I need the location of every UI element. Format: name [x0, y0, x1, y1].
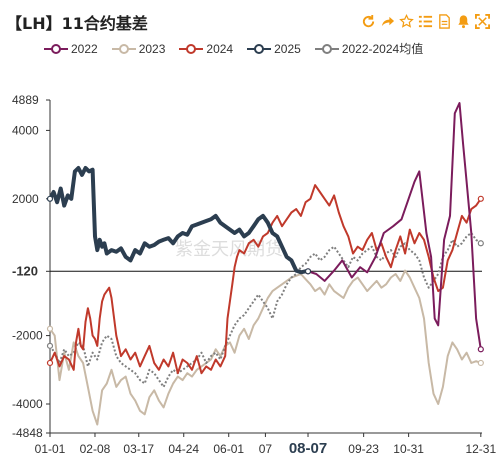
- y-tick-label: -2000: [12, 329, 43, 343]
- legend-swatch-2024: [179, 43, 204, 54]
- chart-header: 【LH】11合约基差: [0, 0, 496, 38]
- series-line-2023: [49, 269, 482, 426]
- legend-label-avg: 2022-2024均值: [341, 42, 424, 56]
- legend-label-2025: 2025: [274, 41, 301, 56]
- series-point: [46, 325, 54, 332]
- list-icon[interactable]: [418, 14, 433, 29]
- series-line-avg: [49, 232, 482, 388]
- legend-item-2025[interactable]: 2025: [247, 40, 301, 57]
- legend-label-2024: 2024: [206, 41, 234, 56]
- legend-label-2023: 2023: [138, 41, 166, 56]
- series-line-2022: [307, 102, 482, 350]
- legend-item-2022[interactable]: 2022: [44, 40, 98, 57]
- y-tick-label: 4889: [12, 93, 39, 107]
- series-point: [477, 346, 484, 353]
- x-tick-label: 04-24: [168, 442, 199, 456]
- legend-swatch-2025: [247, 43, 272, 54]
- series-point: [46, 342, 54, 349]
- legend: 2022 2023 2024 2025 2022-2024均值: [44, 40, 423, 57]
- bell-icon[interactable]: [456, 14, 471, 29]
- legend-item-2023[interactable]: 2023: [111, 40, 166, 57]
- y-tick-label: -4848: [12, 426, 43, 440]
- x-tick-label: 02-08: [80, 442, 111, 456]
- x-tick-label: 01-01: [35, 442, 66, 456]
- share-icon[interactable]: [380, 14, 395, 29]
- star-icon[interactable]: [399, 14, 414, 29]
- legend-swatch-avg: [314, 43, 339, 54]
- chart-title: 【LH】11合约基差: [6, 14, 148, 33]
- document-icon[interactable]: [437, 14, 452, 29]
- series-point: [46, 195, 54, 202]
- y-tick-label: -120: [12, 263, 38, 278]
- series-line-2025: [48, 166, 308, 275]
- legend-item-2024[interactable]: 2024: [179, 40, 233, 57]
- series-point: [477, 195, 484, 202]
- y-tick-label: 4000: [12, 123, 39, 137]
- x-tick-label: 12-31: [465, 442, 496, 456]
- expand-icon[interactable]: [475, 14, 490, 29]
- y-tick-label: -4000: [12, 397, 43, 411]
- y-tick-label: 2000: [12, 192, 39, 206]
- legend-swatch-2022: [44, 43, 68, 54]
- toolbar: [361, 14, 490, 29]
- legend-label-2022: 2022: [71, 41, 98, 56]
- series-point: [477, 240, 484, 247]
- x-tick-label: 10-31: [393, 442, 424, 456]
- refresh-icon[interactable]: [361, 14, 376, 29]
- series-point: [477, 359, 484, 367]
- series-point: [46, 359, 54, 367]
- x-tick-label: 08-07: [289, 440, 327, 457]
- x-tick-label: 03-17: [123, 442, 154, 456]
- legend-item-avg[interactable]: 2022-2024均值: [314, 40, 424, 57]
- series-line-2024: [49, 184, 482, 375]
- x-tick-label: 06-01: [213, 442, 244, 456]
- x-tick-label: 09-23: [348, 442, 379, 456]
- watermark-text: 紫金天风期货: [175, 239, 283, 260]
- x-tick-label: 07: [259, 442, 273, 456]
- legend-swatch-2023: [111, 43, 136, 54]
- series-point: [304, 268, 312, 275]
